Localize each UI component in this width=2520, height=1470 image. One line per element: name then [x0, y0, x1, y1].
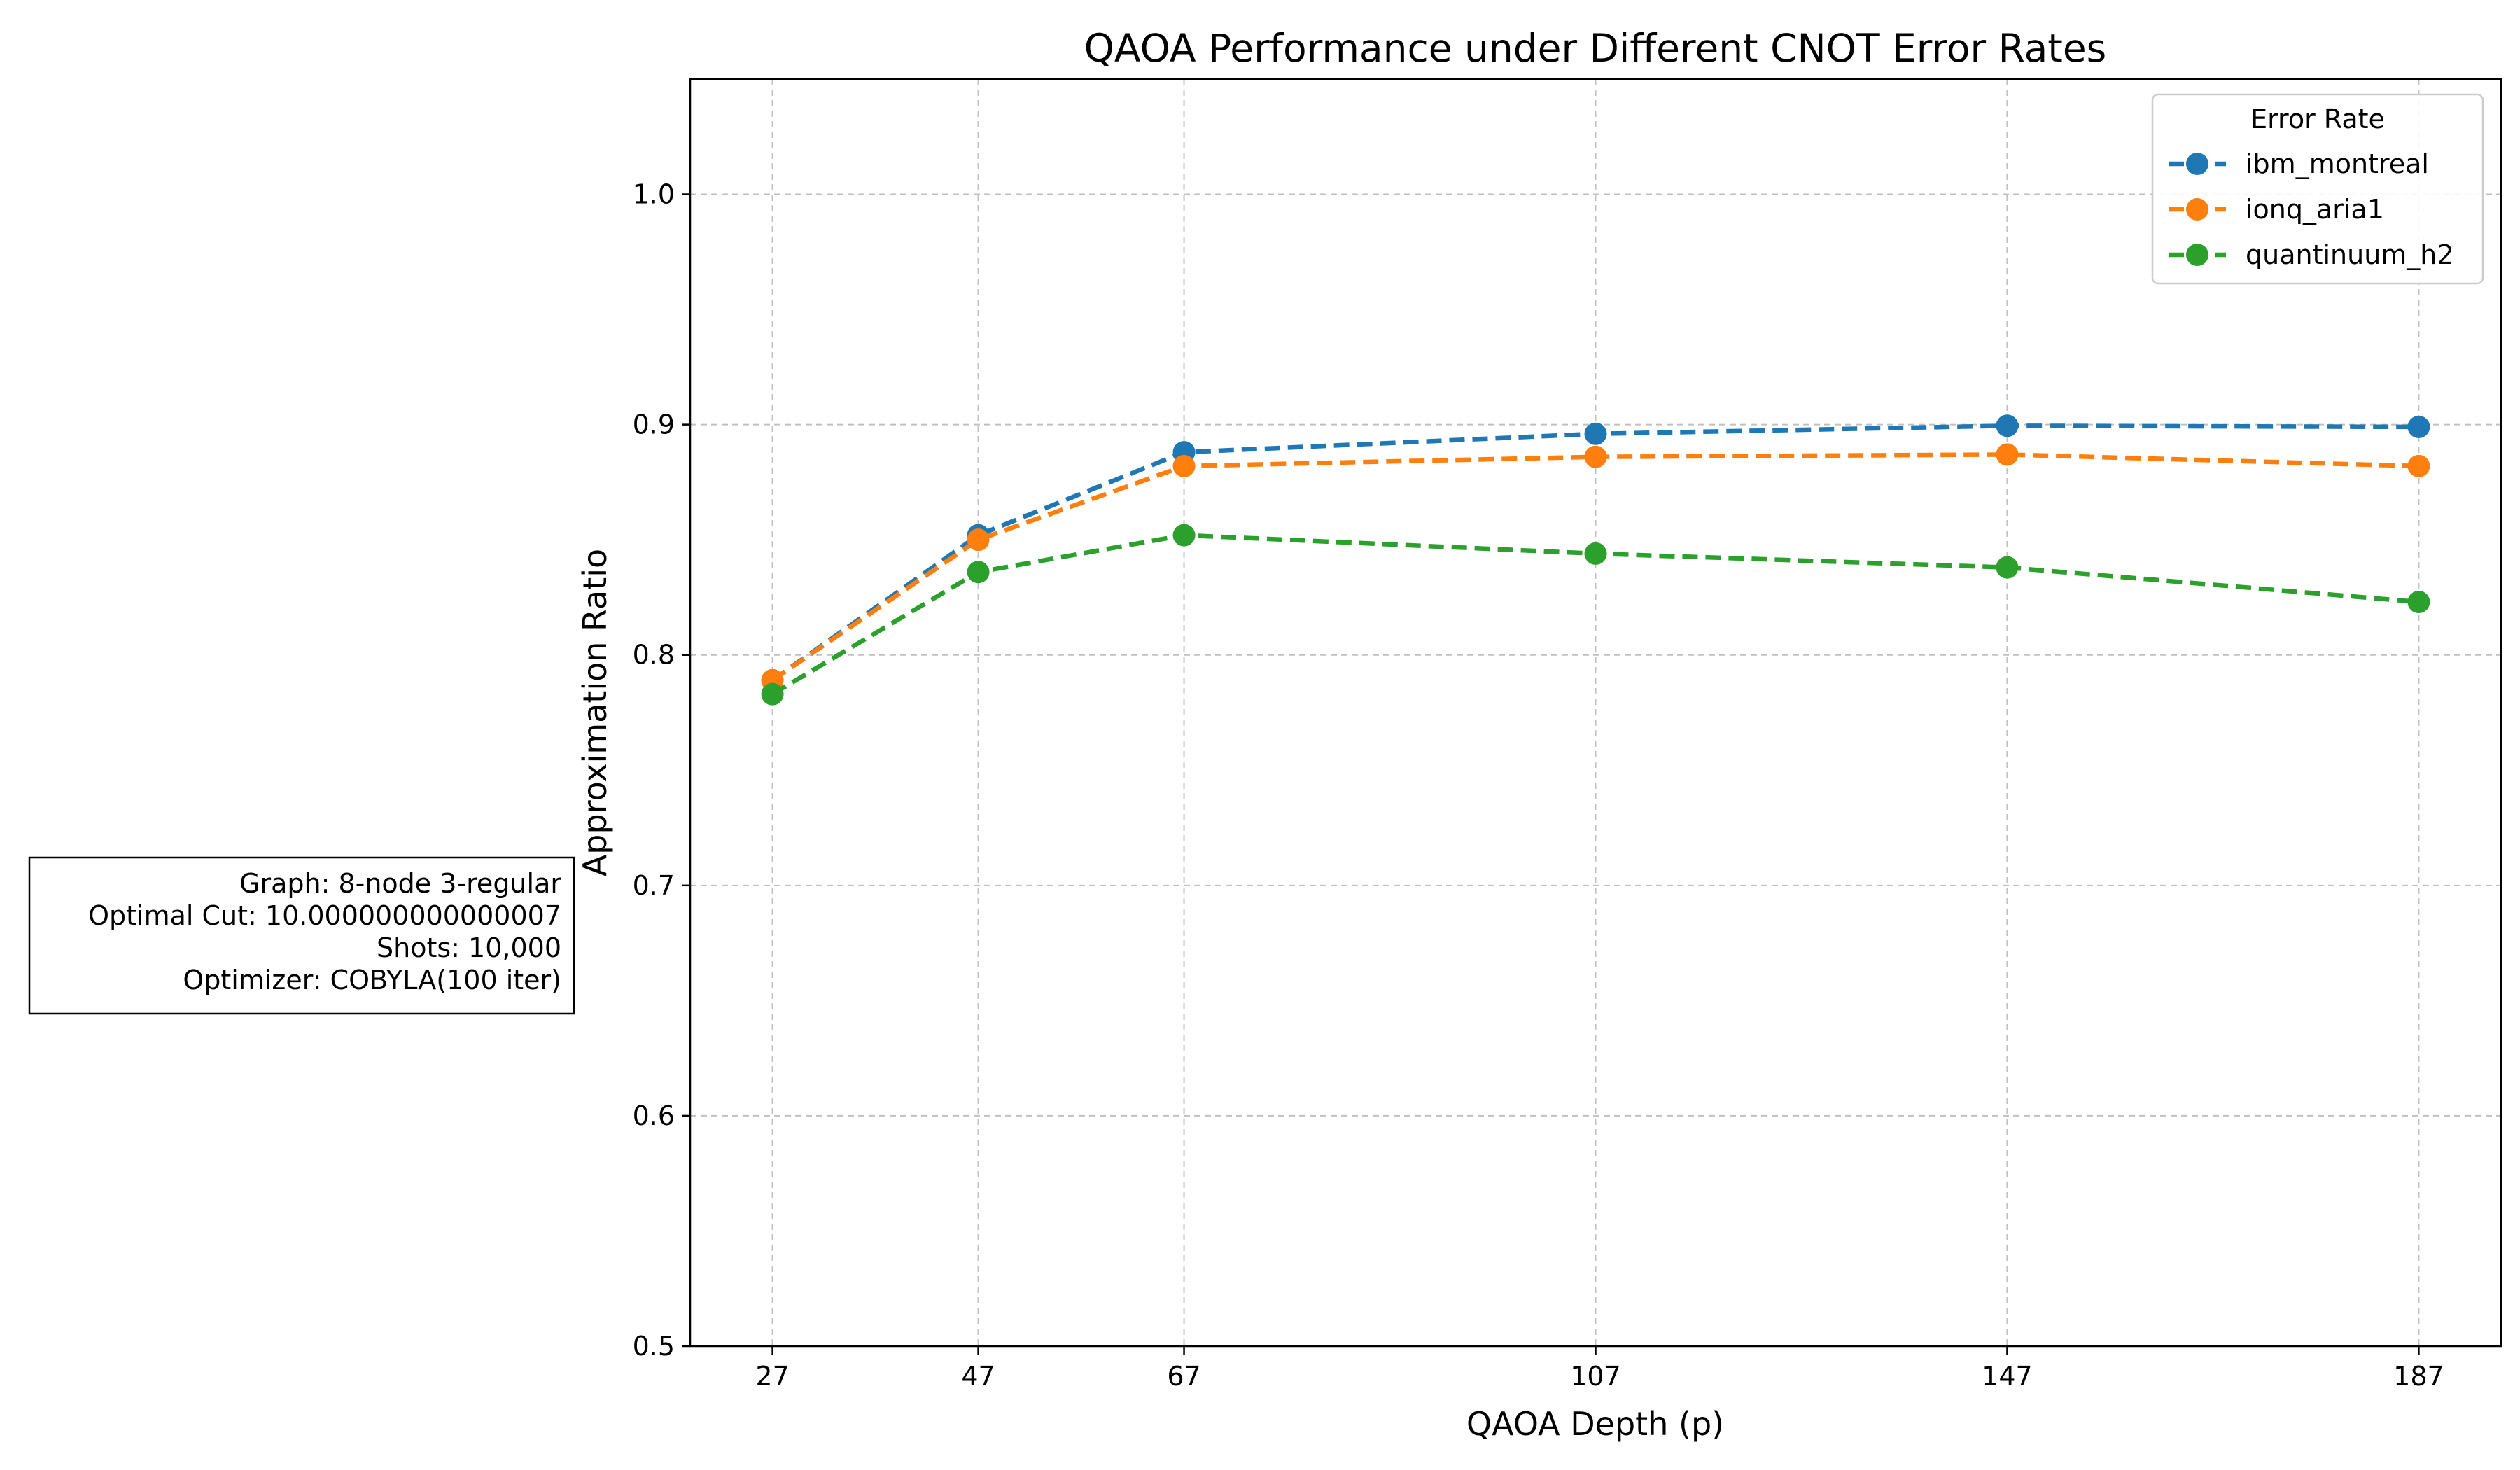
legend: Error Rate ibm_montreal ionq_aria1quantin…: [2151, 93, 2484, 285]
y-tick-label: 0.7: [633, 870, 675, 901]
y-tick-label: 0.6: [633, 1100, 675, 1131]
data-point-quantinuum-h2: [967, 561, 990, 584]
y-tick-label: 0.9: [633, 410, 675, 440]
data-point-quantinuum-h2: [1996, 556, 2019, 579]
data-point-ibm-montreal: [1996, 414, 2019, 438]
chart-title: QAOA Performance under Different CNOT Er…: [1084, 26, 2107, 71]
info-optimal-cut-text: Optimal Cut: 10.000000000000007: [88, 900, 561, 931]
info-graph-text: Graph: 8-node 3-regular: [239, 868, 561, 899]
legend-title: Error Rate: [2250, 104, 2385, 134]
series-quantinuum-h2: [761, 524, 2430, 706]
data-point-ibm-montreal: [2407, 415, 2430, 438]
data-point-quantinuum-h2: [761, 682, 784, 706]
legend-marker-ibm-montreal: [2186, 153, 2208, 175]
x-tick-label: 47: [961, 1361, 995, 1392]
data-point-ionq-aria1: [2407, 454, 2430, 477]
legend-box: [2151, 93, 2484, 285]
data-point-quantinuum-h2: [2407, 591, 2430, 614]
legend-label-quantinuum-h2: quantinuum_h2: [2246, 239, 2454, 270]
y-tick-label: 0.5: [633, 1331, 675, 1362]
legend-label-ionq-aria1: ionq_aria1: [2246, 194, 2384, 225]
legend-marker-quantinuum-h2: [2186, 244, 2208, 266]
data-point-ionq-aria1: [1584, 445, 1607, 468]
data-point-ionq-aria1: [1996, 443, 2019, 466]
y-axis-label: Approximation Ratio: [576, 549, 614, 876]
series-line-ibm-montreal: [771, 424, 2419, 682]
data-point-quantinuum-h2: [1172, 524, 1196, 547]
series-line-ionq-aria1: [771, 452, 2419, 682]
y-tick-label: 1.0: [633, 179, 675, 210]
legend-marker-ionq-aria1: [2186, 198, 2208, 220]
y-tick-label: 0.8: [633, 640, 675, 671]
series-line-quantinuum-h2: [771, 533, 2419, 696]
x-tick-label: 27: [755, 1361, 789, 1392]
info-shots-text: Shots: 10,000: [377, 932, 561, 963]
legend-entries: ibm_montreal ionq_aria1 quantinuum_h2: [2169, 148, 2454, 270]
x-axis-label: QAOA Depth (p): [1466, 1405, 1724, 1443]
data-point-quantinuum-h2: [1584, 542, 1607, 565]
info-box-frame: [28, 856, 575, 1015]
axis-ticks: 0.5 0.6 0.7 0.8 0.9 1.0 27 47 67 107 147 187: [633, 179, 2444, 1392]
x-tick-label: 107: [1570, 1361, 1621, 1392]
x-tick-label: 147: [1982, 1361, 2033, 1392]
data-point-ibm-montreal: [1584, 422, 1607, 445]
x-tick-label: 187: [2393, 1361, 2444, 1392]
info-annotation-box: Graph: 8-node 3-regular Optimal Cut: 10.…: [28, 856, 575, 1015]
data-point-ionq-aria1: [1172, 454, 1196, 477]
data-point-ionq-aria1: [967, 528, 990, 552]
legend-label-ibm-montreal: ibm_montreal: [2246, 148, 2429, 179]
info-optimizer-text: Optimizer: COBYLA(100 iter): [183, 965, 561, 995]
data-series: [761, 414, 2430, 706]
x-tick-label: 67: [1167, 1361, 1200, 1392]
